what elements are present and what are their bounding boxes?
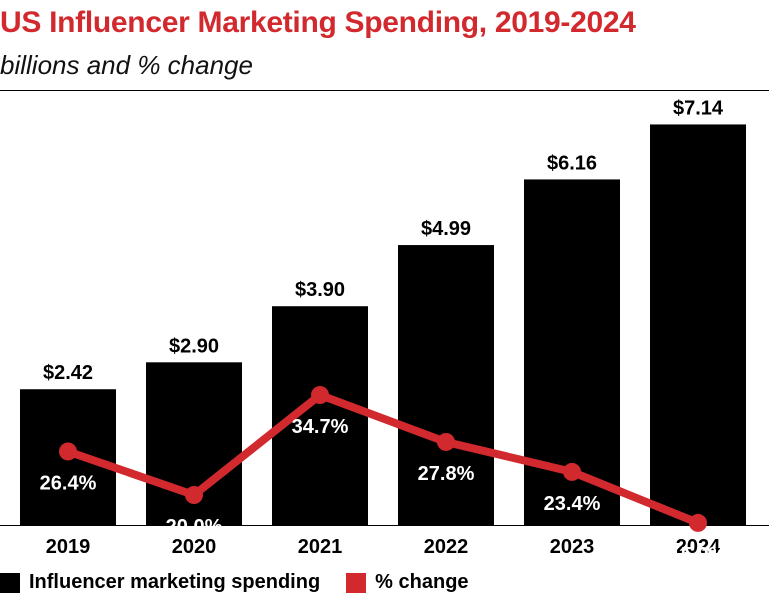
change-label-2019: 26.4% — [40, 472, 97, 494]
x-tick-label-2021: 2021 — [298, 536, 343, 558]
change-point-2022 — [437, 432, 455, 451]
bar-value-label-2023: $6.16 — [547, 152, 597, 174]
change-point-2019 — [59, 442, 77, 461]
legend-item-change: % change — [346, 571, 469, 594]
change-point-2023 — [563, 462, 581, 481]
bar-value-label-2022: $4.99 — [421, 218, 471, 240]
change-label-2023: 23.4% — [544, 493, 601, 515]
x-tick-label-2022: 2022 — [424, 536, 469, 558]
legend-swatch-spending — [0, 572, 20, 593]
x-tick-label-2019: 2019 — [46, 536, 91, 558]
change-point-2024 — [689, 513, 707, 532]
bar-value-label-2020: $2.90 — [169, 335, 219, 357]
change-label-2020: 20.0% — [166, 516, 223, 538]
x-tick-label-2020: 2020 — [172, 536, 217, 558]
title-divider — [0, 90, 769, 91]
legend-swatch-change — [346, 572, 367, 593]
change-label-2022: 27.8% — [418, 463, 475, 485]
change-point-2021 — [311, 386, 329, 405]
change-point-2020 — [185, 486, 203, 504]
bar-value-label-2024: $7.14 — [673, 97, 724, 119]
legend-label-spending: Influencer marketing spending — [29, 571, 321, 593]
x-tick-label-2023: 2023 — [550, 536, 595, 558]
chart-plot: $2.42 2019 $2.90 2020 $3.90 2021 $4.99 2022 $6.1… — [0, 97, 769, 566]
change-label-2024: 15.9% — [670, 544, 727, 566]
bar-2024 — [650, 124, 746, 526]
chart-title: US Influencer Marketing Spending, 2019-2… — [0, 6, 636, 39]
legend: Influencer marketing spending % change — [0, 571, 495, 594]
x-tick-label-2024: 2024 — [676, 536, 721, 558]
bar-value-label-2021: $3.90 — [295, 279, 345, 301]
bar-value-label-2019: $2.42 — [43, 362, 93, 384]
legend-label-change: % change — [375, 571, 469, 593]
change-label-2021: 34.7% — [292, 416, 349, 438]
legend-item-spending: Influencer marketing spending — [0, 571, 320, 594]
change-line — [64, 391, 702, 527]
bar-2022 — [398, 245, 494, 525]
chart-subtitle: billions and % change — [0, 50, 253, 80]
